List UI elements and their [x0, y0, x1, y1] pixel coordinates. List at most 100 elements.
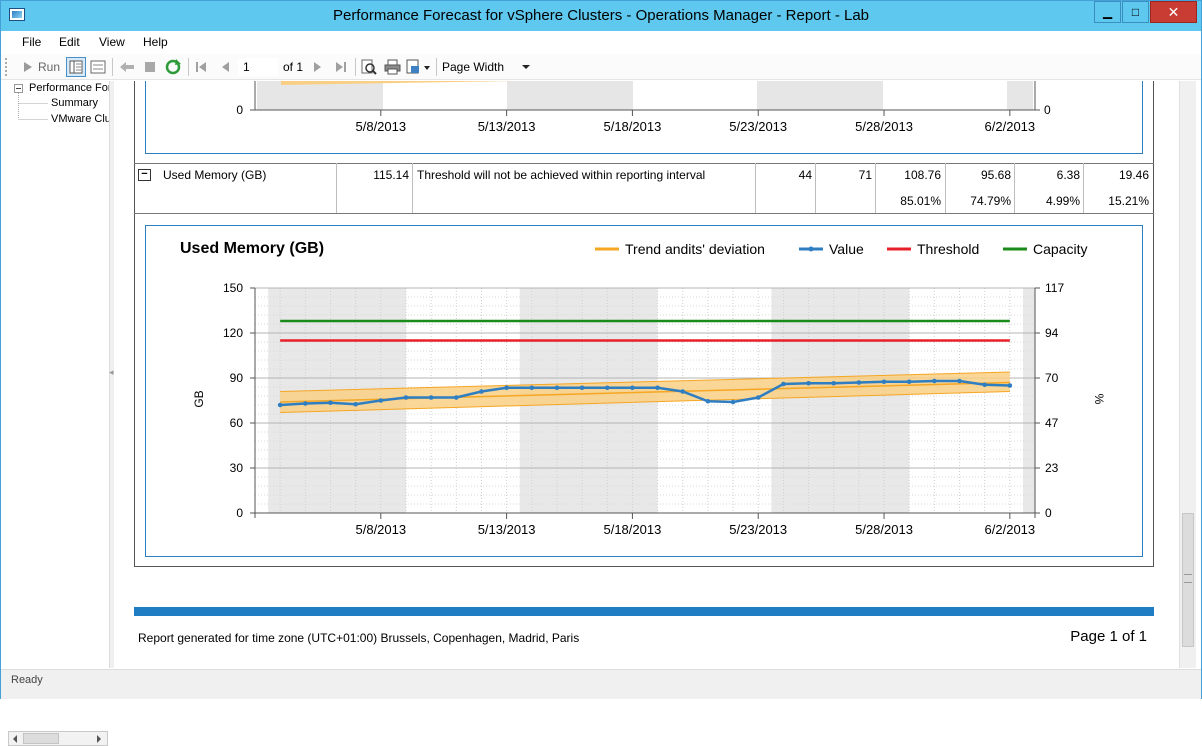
export-icon [406, 59, 430, 74]
prev-page-button[interactable] [220, 58, 230, 76]
top-chart: 0 0 5/8/2013 5/13/2013 5/18/2013 5/23/2013 5… [236, 81, 1051, 134]
horizontal-scroll-thumb[interactable] [23, 733, 59, 744]
row-cell: 4.99% [1045, 194, 1080, 208]
export-button[interactable] [406, 58, 430, 76]
first-page-button[interactable] [195, 58, 207, 76]
legend-marker [808, 246, 814, 252]
plot-band [771, 288, 910, 513]
tree-item-vmware-clusters[interactable]: VMware Clusters [51, 113, 109, 125]
next-page-button[interactable] [313, 58, 323, 76]
row-cell: 74.79% [970, 194, 1011, 208]
top-chart-y2-zero: 0 [1044, 103, 1051, 117]
menu-bar: File Edit View Help [1, 31, 1201, 53]
row-cell: 71 [858, 168, 872, 182]
value-point [806, 380, 811, 386]
last-page-button[interactable] [335, 58, 347, 76]
document-map-button[interactable] [66, 57, 86, 77]
y-tick-label: 0 [236, 506, 243, 520]
toolbar: Run of 1 [1, 54, 1201, 80]
scroll-left-icon[interactable] [11, 735, 19, 743]
refresh-button[interactable] [165, 58, 181, 76]
tree-root[interactable]: Performance Forecast [29, 82, 109, 94]
vertical-scrollbar[interactable] [1179, 81, 1196, 668]
value-point [604, 385, 610, 391]
value-point [856, 380, 862, 385]
document-map-icon [69, 60, 83, 74]
row-cell: 19.46 [1118, 168, 1149, 182]
zoom-select[interactable]: Page Width [442, 58, 532, 76]
col-divider [1014, 163, 1015, 213]
value-point [957, 378, 962, 384]
value-point [630, 385, 635, 391]
row-cell: 6.38 [1056, 168, 1080, 182]
run-label: Run [38, 60, 61, 74]
title-bar[interactable]: Performance Forecast for vSphere Cluster… [1, 1, 1201, 31]
menu-help[interactable]: Help [143, 35, 168, 49]
value-point [881, 379, 887, 385]
col-divider [815, 163, 816, 213]
pane-splitter[interactable] [109, 81, 114, 668]
value-point [529, 385, 535, 391]
value-point [504, 385, 509, 391]
report-viewer-window: Performance Forecast for vSphere Cluster… [0, 0, 1202, 699]
tree-item-summary[interactable]: Summary [51, 97, 99, 109]
top-x-tick-label: 5/8/2013 [356, 119, 407, 134]
value-point [378, 398, 384, 403]
value-point [428, 395, 434, 400]
page-number-input[interactable] [238, 58, 278, 76]
col-divider [875, 163, 876, 213]
toolbar-grip[interactable] [5, 58, 8, 76]
parameters-icon [90, 60, 106, 74]
collapse-icon[interactable] [14, 84, 24, 94]
legend-label: Value [829, 241, 864, 257]
find-button[interactable] [361, 58, 377, 76]
value-point [1007, 383, 1013, 388]
trend-upper-line [280, 371, 1010, 392]
app-icon[interactable] [9, 8, 25, 21]
row-collapse-toggle[interactable]: − [138, 169, 151, 181]
back-button[interactable] [119, 58, 135, 76]
trend-lower-line [280, 391, 1010, 413]
menu-edit[interactable]: Edit [59, 35, 80, 49]
page-count-label: of 1 [283, 60, 304, 74]
run-button[interactable]: Run [23, 58, 60, 76]
row-current-value: 115.14 [373, 168, 409, 182]
print-button[interactable] [384, 58, 401, 76]
parameters-button[interactable] [90, 58, 106, 76]
value-point [554, 385, 560, 391]
value-point [932, 378, 937, 384]
value-point [730, 399, 736, 405]
x-tick-label: 5/8/2013 [356, 522, 407, 537]
col-divider [336, 163, 337, 213]
footer-band [134, 607, 1154, 616]
x-tick-label: 5/28/2013 [855, 522, 913, 537]
row-status-text: Threshold will not be achieved within re… [417, 168, 706, 182]
close-button[interactable]: ✕ [1150, 1, 1197, 23]
last-page-icon [336, 62, 346, 72]
x-tick-label: 5/18/2013 [603, 522, 661, 537]
y-tick-label: 90 [230, 371, 244, 385]
y-axis-label: GB [192, 390, 206, 407]
minimize-button[interactable]: ▁ [1094, 1, 1121, 23]
col-divider [412, 163, 413, 213]
top-x-tick-label: 5/13/2013 [478, 119, 536, 134]
run-icon [24, 62, 32, 72]
scroll-grip-icon [1184, 574, 1192, 583]
row-top-border [134, 163, 1154, 164]
scroll-right-icon[interactable] [95, 735, 103, 743]
top-chart-frame [145, 81, 1143, 154]
used-memory-chart: Used Memory (GB) Trend andits' deviation… [180, 240, 1106, 537]
y2-tick-label: 94 [1045, 326, 1059, 340]
menu-file[interactable]: File [22, 35, 42, 49]
horizontal-scrollbar[interactable] [8, 731, 108, 746]
chevron-down-icon [522, 65, 531, 69]
toolbar-separator [112, 58, 113, 76]
legend-label: Threshold [917, 241, 979, 257]
stop-button[interactable] [144, 58, 156, 76]
vertical-scroll-thumb[interactable] [1182, 513, 1194, 647]
menu-view[interactable]: View [99, 35, 125, 49]
top-x-tick-label: 5/28/2013 [855, 119, 913, 134]
maximize-button[interactable]: □ [1122, 1, 1149, 23]
row-bottom-border [134, 213, 1154, 214]
y-tick-label: 30 [230, 461, 244, 475]
